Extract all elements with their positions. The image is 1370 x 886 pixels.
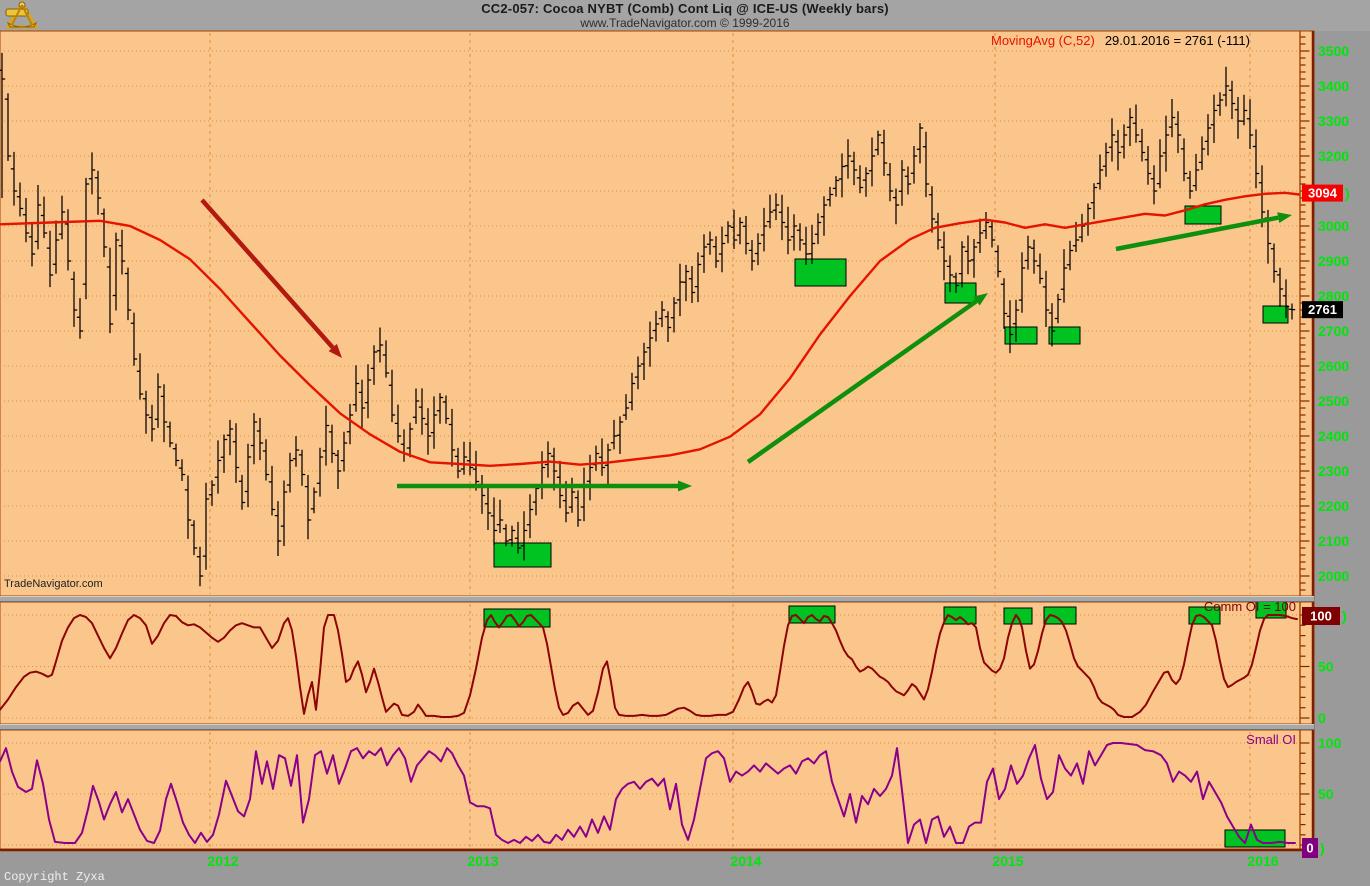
small-oi-panel-label: Small OI	[1246, 732, 1296, 747]
chart-title: CC2-057: Cocoa NYBT (Comb) Cont Liq @ IC…	[481, 1, 889, 16]
axis-label: 2200	[1318, 498, 1349, 514]
ma-value-badge	[1302, 184, 1343, 202]
year-label: 2013	[467, 853, 498, 869]
comm-axis-label: 0	[1318, 710, 1326, 726]
small-panel-bg	[0, 729, 1315, 850]
highlight-box	[1004, 326, 1038, 345]
axis-label: 3000	[1318, 218, 1349, 234]
copyright-text: Copyright Zyxa	[4, 870, 105, 884]
comm-oi-line	[0, 614, 1298, 718]
trend-arrow-head	[328, 343, 342, 358]
highlight-box	[483, 608, 551, 628]
year-label: 2014	[730, 853, 761, 869]
comm-panel-bg	[0, 601, 1315, 725]
last-price-badge-text: 2761	[1308, 302, 1337, 317]
highlight-box	[1043, 606, 1077, 625]
price-panel-bg	[0, 30, 1315, 597]
trend-arrows	[200, 198, 1292, 492]
trend-arrow	[200, 198, 335, 350]
axis-label: 2700	[1318, 323, 1349, 339]
axis-label: 3500	[1318, 43, 1349, 59]
ohlc-bars	[0, 52, 1296, 587]
axis-label: 2500	[1318, 393, 1349, 409]
highlight-box	[944, 282, 977, 304]
comm-value-badge	[1302, 607, 1340, 625]
axis-label: 3300	[1318, 113, 1349, 129]
highlight-box	[1188, 606, 1221, 625]
panel-separator	[0, 724, 1314, 730]
axis-label: 2000	[1318, 568, 1349, 584]
axis-label-remnant: )	[1320, 840, 1325, 856]
year-labels: 2012 2013 2014 2015 2016	[207, 853, 1278, 869]
comm-oi-panel-label: Comm OI = 100	[1203, 599, 1296, 614]
chart-header: CC2-057: Cocoa NYBT (Comb) Cont Liq @ IC…	[0, 0, 1370, 31]
axis-ticks	[1300, 36, 1310, 846]
year-label: 2015	[992, 853, 1023, 869]
indicator-readout: MovingAvg (C,52) 29.01.2016 = 2761 (-111)	[991, 33, 1250, 48]
year-label: 2012	[207, 853, 238, 869]
axis-label-remnant: )	[1345, 185, 1350, 201]
watermark-text: TradeNavigator.com	[4, 578, 103, 590]
small-axis-label: 100	[1318, 735, 1342, 751]
ma-line	[0, 191, 1301, 467]
panel-separator	[0, 596, 1314, 602]
comm-axis-label: 50	[1318, 659, 1334, 675]
highlight-box	[943, 606, 977, 625]
indicator-value: 29.01.2016 = 2761 (-111)	[1104, 33, 1250, 48]
highlight-box	[1262, 305, 1289, 324]
highlight-box	[493, 542, 552, 568]
small-axis-label: 50	[1318, 786, 1334, 802]
axis-label: 2300	[1318, 463, 1349, 479]
chart-subtitle: www.TradeNavigator.com © 1999-2016	[580, 16, 790, 30]
axis-label-remnant: )	[1342, 608, 1347, 624]
axis-label: 2900	[1318, 253, 1349, 269]
axis-label: 3200	[1318, 148, 1349, 164]
comm-value-badge-text: 100	[1310, 609, 1332, 624]
axis-label: 2100	[1318, 533, 1349, 549]
price-axis-labels: 2000 2100 2200 2300 2400 2500 2600 2700 2800 2900…	[1318, 43, 1349, 802]
small-value-badge-text: 0	[1306, 841, 1313, 856]
year-label: 2016	[1247, 853, 1278, 869]
axis-label: 2400	[1318, 428, 1349, 444]
annotation-boxes	[483, 205, 1289, 848]
trend-arrow-head	[1277, 212, 1292, 224]
trend-arrow-head	[678, 480, 692, 492]
trend-arrow	[1115, 215, 1279, 252]
trend-arrow-head	[973, 293, 988, 306]
trend-arrow	[746, 299, 978, 464]
last-price-badge	[1302, 301, 1343, 319]
highlight-box	[794, 258, 847, 287]
indicator-name: MovingAvg (C,52)	[991, 33, 1095, 48]
gridlines	[0, 33, 1300, 847]
highlight-box	[1048, 326, 1081, 345]
small-value-badge	[1302, 838, 1318, 858]
small-oi-line	[0, 742, 1296, 844]
axis-label: 2600	[1318, 358, 1349, 374]
trade-navigator-logo	[5, 1, 39, 29]
axis-label: 2800	[1318, 288, 1349, 304]
axis-label: 3400	[1318, 78, 1349, 94]
value-badges: 3094) 2761 100) 0)	[1302, 184, 1350, 858]
ma-value-badge-text: 3094	[1308, 186, 1338, 201]
highlight-box	[1003, 607, 1033, 625]
